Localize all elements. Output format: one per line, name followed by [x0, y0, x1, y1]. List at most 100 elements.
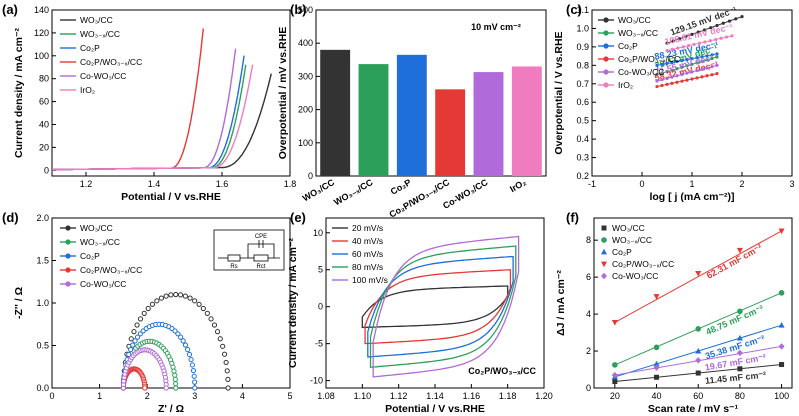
- legend-marker: [603, 69, 609, 75]
- data-point: [601, 225, 607, 231]
- data-point: [737, 308, 743, 315]
- data-point: [612, 379, 618, 385]
- data-point: [660, 83, 664, 88]
- bar-3: [396, 54, 427, 176]
- data-point: [175, 331, 181, 337]
- legend-entry: WO₃/CC: [80, 15, 113, 25]
- legend-entry: 20 mV/s: [352, 223, 383, 233]
- data-point: [134, 322, 140, 328]
- data-point: [680, 58, 684, 63]
- data-point: [700, 67, 704, 71]
- data-point: [191, 373, 197, 379]
- x-tick-label: 0: [639, 179, 644, 189]
- data-point: [710, 65, 714, 69]
- data-point: [697, 41, 702, 45]
- data-point: [178, 334, 184, 340]
- legend-marker: [603, 82, 609, 88]
- panel-label: (a): [2, 2, 18, 17]
- legend-entry: IrO₂: [80, 85, 95, 95]
- data-point: [208, 316, 214, 322]
- data-point: [695, 56, 699, 60]
- y-tick-label: 0.2: [576, 171, 589, 181]
- data-point: [695, 68, 699, 73]
- data-point: [220, 343, 226, 349]
- panel-label: (b): [290, 2, 307, 17]
- scan-annotation: 10 mV cm⁻²: [471, 22, 521, 32]
- x-tick-label: 3: [192, 391, 197, 401]
- data-point: [671, 39, 675, 43]
- data-point: [705, 54, 709, 58]
- data-point: [695, 271, 702, 277]
- cdl-label: 62.31 mF cm⁻²: [705, 242, 764, 280]
- y-tick-label: 80: [39, 74, 49, 84]
- y-tick-label: 1.0: [36, 298, 49, 308]
- y-tick-label: 1.1: [576, 5, 589, 15]
- data-point: [685, 71, 689, 75]
- fit-line: [614, 230, 782, 323]
- y-tick-label: 0: [586, 383, 591, 393]
- panel-a: (a) 0 20 40 60 80 100 120 140 1.2 1.4 1.6 1.8 Potenti…: [2, 2, 296, 203]
- y-tick-label: 200: [298, 105, 313, 115]
- data-point: [675, 80, 679, 84]
- data-point: [192, 385, 198, 391]
- y-tick-label: 6: [586, 272, 591, 282]
- panel-e: (e) -10 -5 0 5 10 1.08 1.10 1.12 1.14 1.16 1.18 1.20…: [287, 210, 553, 415]
- data-point: [171, 368, 177, 374]
- x-tick-label: 1.12: [390, 391, 408, 401]
- data-point: [601, 248, 607, 255]
- y-axis-label: ΔJ / mA cm⁻²: [555, 270, 567, 336]
- data-point: [158, 295, 165, 301]
- data-point: [180, 338, 186, 344]
- data-point: [190, 367, 197, 374]
- x-tick-label: 0: [49, 391, 54, 401]
- data-point: [660, 78, 664, 82]
- y-tick-label: 0.6: [576, 97, 589, 107]
- legend-entry: Co-WO₃/CC: [612, 271, 658, 281]
- y-tick-label: 2.0: [36, 213, 49, 223]
- y-axis-label: Overpotential / V vs.RHE: [553, 31, 565, 154]
- legend-entry: Co₂P/WO₃₋ₓ/CC: [612, 259, 674, 269]
- rs-label: Rs: [230, 264, 237, 270]
- y-tick-label: 8: [586, 235, 591, 245]
- data-point: [173, 291, 179, 298]
- y-tick-label: 0.8: [576, 60, 589, 70]
- data-point: [184, 346, 191, 353]
- data-point: [695, 61, 699, 65]
- x-axis-label: log [ j (mA cm⁻²)]: [649, 191, 734, 203]
- data-point: [685, 78, 689, 82]
- legend-entry: Co₂P: [80, 251, 100, 261]
- data-point: [692, 42, 696, 47]
- data-point: [695, 370, 701, 376]
- legend-entry: WO₃₋ₓ/CC: [612, 235, 652, 245]
- bar-6: [511, 66, 542, 176]
- data-point: [677, 37, 682, 41]
- circuit-inset: CPE Rs Rct: [213, 229, 285, 271]
- y-tick-label: 100: [34, 51, 49, 61]
- data-point: [134, 334, 141, 340]
- x-tick-label: 1.08: [317, 391, 335, 401]
- data-point: [724, 35, 729, 39]
- data-point: [612, 362, 618, 368]
- legend-entry: WO₃₋ₓ/CC: [618, 28, 658, 38]
- data-point: [736, 334, 743, 341]
- data-point: [204, 310, 210, 316]
- y-tick-label: 0.5: [36, 341, 49, 351]
- y-tick-label: 0.4: [576, 134, 589, 144]
- legend-entry: 60 mV/s: [352, 249, 383, 259]
- legend-marker: [65, 253, 71, 259]
- data-point: [665, 41, 669, 45]
- data-point: [189, 362, 195, 368]
- data-point: [695, 357, 702, 364]
- y-tick-label: 300: [298, 71, 313, 81]
- data-point: [690, 57, 694, 61]
- category-label: Co₂P: [389, 177, 413, 197]
- data-point: [168, 292, 174, 298]
- data-point: [142, 385, 148, 391]
- x-tick-label: 1.4: [148, 179, 161, 189]
- data-point: [681, 45, 685, 49]
- data-point: [224, 368, 230, 374]
- data-point: [214, 329, 221, 335]
- x-tick-label: 1: [689, 179, 694, 189]
- data-point: [655, 79, 659, 83]
- data-point: [225, 376, 231, 382]
